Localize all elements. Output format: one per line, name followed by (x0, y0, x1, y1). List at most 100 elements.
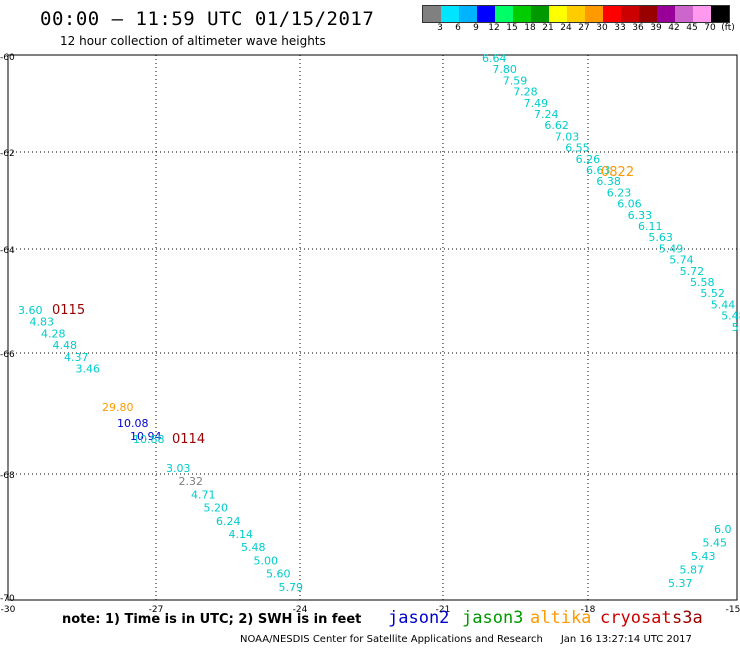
swh-value: 5.00 (254, 554, 279, 567)
swh-value: 5.72 (680, 265, 705, 278)
swh-value: 4.83 (30, 316, 55, 329)
swh-value: 3.60 (18, 304, 43, 317)
colorbar-label: 30 (596, 23, 608, 33)
swh-value: 4.48 (53, 339, 78, 352)
swh-value: 5.48 (721, 310, 740, 323)
swh-value: 10.94 (130, 430, 162, 443)
latitude-label: -66 (0, 350, 15, 360)
colorbar-swatch (495, 6, 513, 22)
colorbar-swatch (585, 6, 603, 22)
swh-value: 7.80 (492, 63, 517, 76)
colorbar-swatch (477, 6, 495, 22)
colorbar-swatch (621, 6, 639, 22)
swh-value: 6.63 (586, 164, 611, 177)
colorbar-swatch (603, 6, 621, 22)
footnote: note: 1) Time is in UTC; 2) SWH is in fe… (62, 612, 362, 627)
swh-value: 7.24 (534, 108, 559, 121)
wave-height-colorbar (422, 5, 730, 23)
colorbar-swatch (459, 6, 477, 22)
colorbar-label: 6 (455, 23, 461, 33)
colorbar-label: 27 (578, 23, 590, 33)
map-frame (7, 54, 738, 601)
legend-item-cryosat: cryosat (600, 608, 672, 628)
swh-value: 6.33 (628, 209, 653, 222)
swh-value: 5.48 (241, 541, 266, 554)
colorbar-swatch (711, 6, 729, 22)
swh-value: 6.64 (482, 52, 507, 65)
swh-value: 5.49 (659, 242, 684, 255)
colorbar-swatch (567, 6, 585, 22)
credit-line: NOAA/NESDIS Center for Satellite Applica… (240, 634, 692, 645)
credit-text: NOAA/NESDIS Center for Satellite Applica… (240, 634, 543, 645)
swh-value: 5.52 (700, 287, 725, 300)
swh-value: 5.20 (204, 502, 229, 515)
track-id-label: 0115 (52, 303, 85, 318)
latitude-label: -60 (0, 53, 15, 63)
colorbar-label: 45 (686, 23, 698, 33)
swh-value: 10.88 (133, 433, 165, 446)
swh-value: 2.32 (179, 475, 204, 488)
swh-value: 29.80 (102, 401, 134, 414)
swh-value: 5.63 (648, 231, 673, 244)
swh-value: 6.23 (607, 186, 632, 199)
swh-value: 5.37 (668, 577, 693, 590)
longitude-label: -15 (726, 605, 740, 615)
colorbar-label: 21 (542, 23, 554, 33)
colorbar-swatch (657, 6, 675, 22)
legend-item-altika: altika (530, 608, 592, 628)
swh-value: 4.71 (191, 488, 216, 501)
swh-value: 5.58 (690, 276, 715, 289)
colorbar-swatch (531, 6, 549, 22)
legend-item-jason3: jason3 (462, 608, 524, 628)
swh-value: 6.55 (565, 142, 590, 155)
colorbar-label: (ft) (721, 23, 735, 33)
swh-value: 7.59 (503, 74, 528, 87)
colorbar-label: 70 (704, 23, 716, 33)
swh-value: 4.14 (229, 528, 254, 541)
colorbar-label: 39 (650, 23, 662, 33)
colorbar-swatch (693, 6, 711, 22)
colorbar-label: 33 (614, 23, 626, 33)
colorbar-label: 42 (668, 23, 680, 33)
colorbar-swatch (675, 6, 693, 22)
colorbar-label: 18 (524, 23, 536, 33)
swh-value: 5.35 (732, 321, 740, 334)
swh-value: 5.45 (703, 537, 728, 550)
swh-value: 5.87 (680, 564, 705, 577)
latitude-label: -68 (0, 471, 15, 481)
longitude-label: -21 (436, 605, 451, 615)
swh-value: 6.38 (596, 175, 621, 188)
longitude-label: -30 (1, 605, 16, 615)
colorbar-swatch (549, 6, 567, 22)
swh-value: 6.11 (638, 220, 663, 233)
swh-value: 6.0 (714, 523, 732, 536)
swh-value: 4.28 (41, 327, 66, 340)
swh-value: 7.03 (555, 130, 580, 143)
latitude-label: -70 (0, 594, 15, 604)
swh-value: 7.49 (524, 97, 549, 110)
swh-value: 6.24 (216, 515, 241, 528)
colorbar-swatch (441, 6, 459, 22)
latitude-label: -64 (0, 246, 15, 256)
swh-value: 5.60 (266, 568, 291, 581)
colorbar-label: 3 (437, 23, 443, 33)
swh-value: 5.79 (279, 581, 304, 594)
map-title: 00:00 – 11:59 UTC 01/15/2017 (40, 8, 375, 30)
swh-value: 5.74 (669, 254, 694, 267)
timestamp: Jan 16 13:27:14 UTC 2017 (560, 634, 692, 645)
colorbar-label: 36 (632, 23, 644, 33)
swh-value: 4.37 (64, 351, 89, 364)
colorbar-label: 9 (473, 23, 479, 33)
swh-value: 3.46 (76, 363, 101, 376)
swh-value: 7.28 (513, 86, 538, 99)
swh-value: 6.26 (576, 153, 601, 166)
colorbar-swatch (513, 6, 531, 22)
swh-value: 5.43 (691, 550, 716, 563)
colorbar-label: 12 (488, 23, 500, 33)
longitude-label: -18 (581, 605, 596, 615)
colorbar-swatch (423, 6, 441, 22)
longitude-label: -24 (293, 605, 308, 615)
longitude-label: -27 (149, 605, 164, 615)
latitude-label: -62 (0, 149, 15, 159)
